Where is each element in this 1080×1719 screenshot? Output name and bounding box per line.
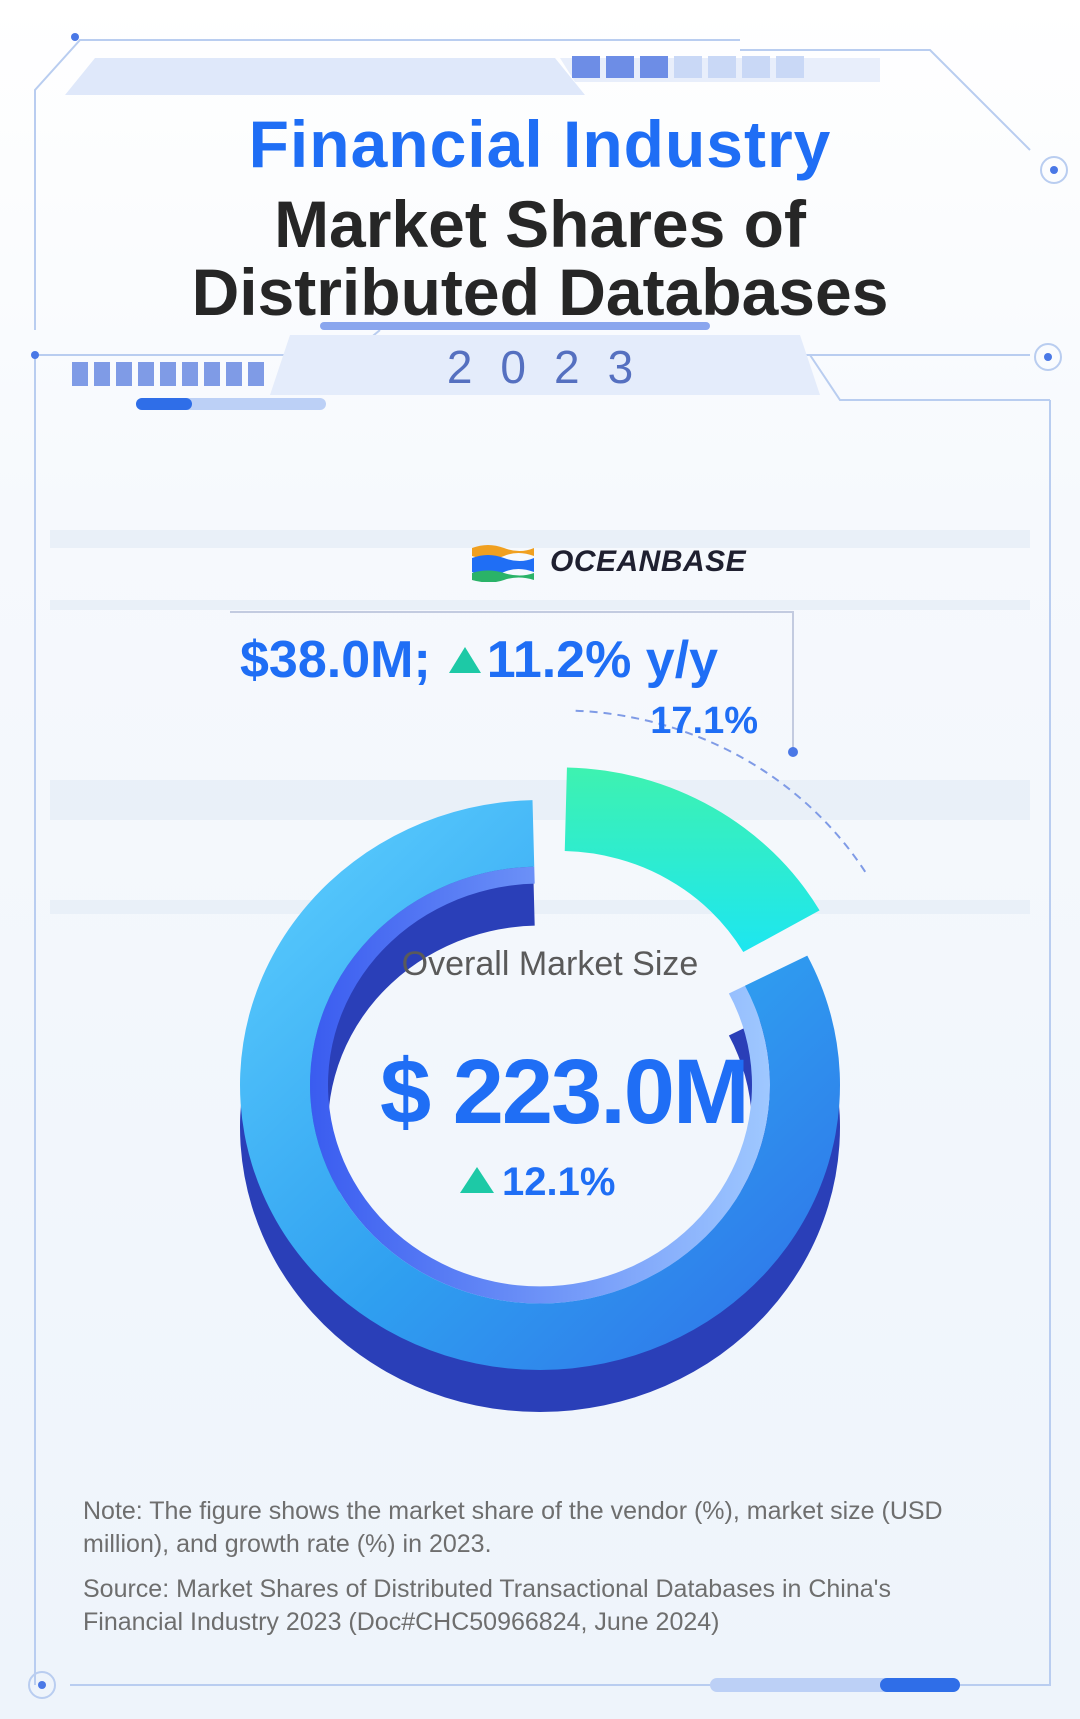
- market-size-label: Overall Market Size: [400, 944, 700, 984]
- market-growth-value: 12.1%: [502, 1160, 615, 1204]
- vendor-revenue: $38.0M;: [240, 631, 431, 689]
- vendor-share: 17.1%: [540, 700, 758, 743]
- callout-dot: [788, 747, 798, 757]
- up-arrow-icon: [449, 647, 481, 673]
- vendor-callout: $38.0M; 11.2% y/y: [240, 630, 718, 690]
- title-industry: Financial Industry: [0, 106, 1080, 182]
- vendor-logo: OCEANBASE: [470, 542, 746, 582]
- market-growth: 12.1%: [460, 1160, 615, 1205]
- market-size-value: $ 223.0M: [380, 1040, 720, 1145]
- up-arrow-icon: [460, 1167, 494, 1193]
- year-label: 2023: [0, 340, 1080, 394]
- title-distributed-databases: Distributed Databases: [0, 254, 1080, 330]
- footnote: Note: The figure shows the market share …: [83, 1495, 963, 1561]
- logo-text: OCEANBASE: [550, 545, 746, 579]
- source-citation: Source: Market Shares of Distributed Tra…: [83, 1573, 963, 1639]
- vendor-growth: 11.2% y/y: [487, 631, 718, 689]
- oceanbase-logo-icon: [470, 542, 536, 582]
- title-market-shares: Market Shares of: [0, 186, 1080, 262]
